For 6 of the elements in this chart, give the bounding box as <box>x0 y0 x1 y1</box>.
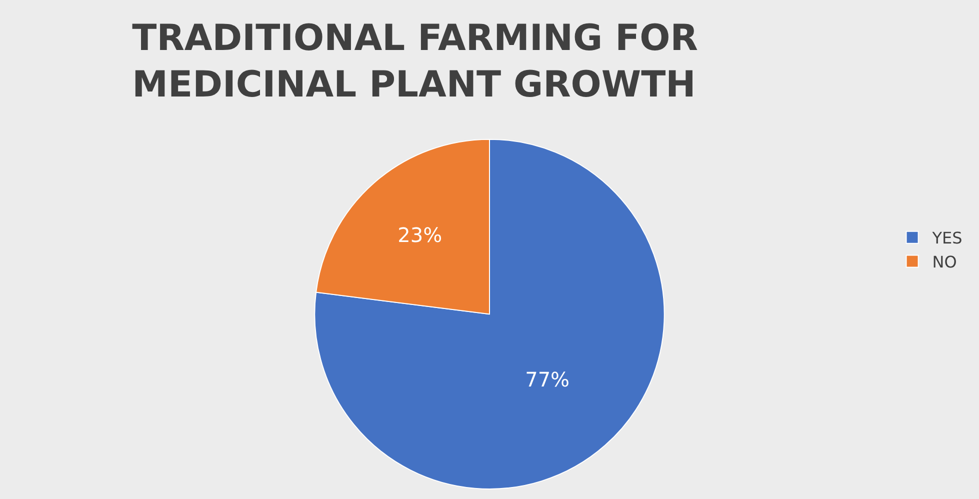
chart-title: TRADITIONAL FARMING FOR MEDICINAL PLANT GROWTH <box>132 18 698 106</box>
pie-slice <box>314 138 665 490</box>
data-label: 23% <box>398 223 442 248</box>
legend-label: NO <box>932 252 957 272</box>
data-label: 77% <box>525 368 570 392</box>
legend-label: YES <box>931 228 962 248</box>
